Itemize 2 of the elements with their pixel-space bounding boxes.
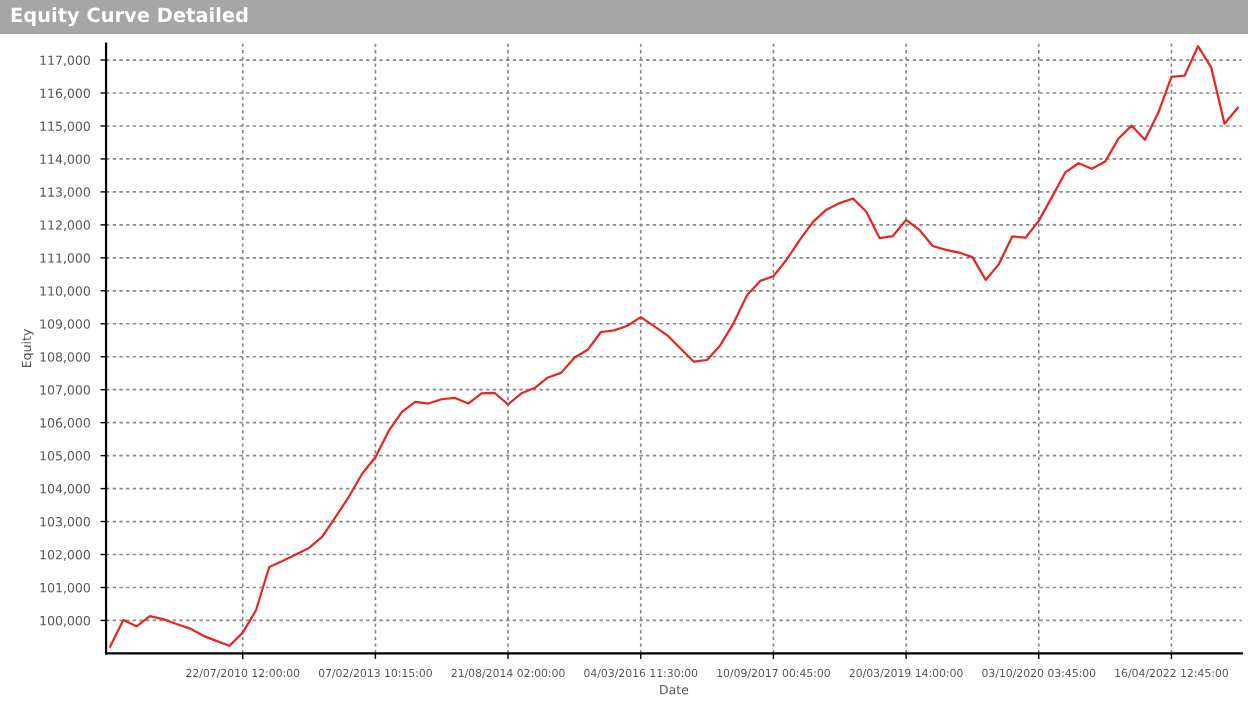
line-series [108, 45, 1239, 648]
chart-title: Equity Curve Detailed [11, 7, 248, 27]
